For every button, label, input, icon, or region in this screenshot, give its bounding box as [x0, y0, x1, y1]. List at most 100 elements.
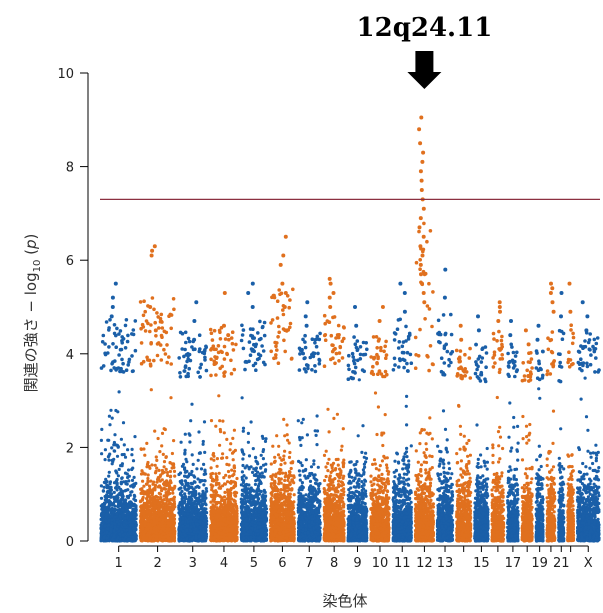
data-point-chr3-3958 [200, 513, 204, 517]
data-point-chr1-568 [107, 458, 111, 462]
data-point-chr2-2820 [172, 533, 176, 537]
data-point-chr2-2519 [148, 487, 152, 491]
data-point-chr2-2902 [169, 362, 173, 366]
data-point-chr1-1395 [132, 508, 136, 512]
data-point-chr3-3966 [203, 468, 207, 472]
data-point-chr2-1847 [145, 441, 149, 445]
data-point-chr1-576 [107, 414, 111, 418]
data-point-chr3-4016 [203, 479, 207, 483]
data-point-chr1-1243 [120, 476, 124, 480]
data-point-chr1-1060 [116, 474, 120, 478]
data-point-chr1-1391 [122, 538, 126, 542]
data-point-chr1-1445 [124, 368, 129, 373]
data-point-chr3-3019 [198, 480, 202, 484]
data-point-chr3-3842 [186, 497, 191, 501]
data-point-chr3-4024 [182, 538, 186, 542]
data-point-chr2-2369 [164, 455, 168, 459]
data-point-chr1-1247 [100, 514, 104, 518]
data-point-chr4-4708 [233, 503, 237, 507]
data-point-chr1-596 [101, 489, 105, 493]
data-point-chr1-1369 [107, 532, 112, 536]
data-point-chr3-4080 [187, 366, 191, 371]
data-point-chr3-3417 [197, 430, 201, 434]
data-point-chr3-4051 [181, 529, 185, 534]
data-point-chr2-2817 [143, 529, 147, 534]
data-point-chr3-3644 [202, 462, 206, 466]
data-point-chr1-1475 [107, 345, 111, 349]
data-point-chr3-4046 [194, 534, 198, 538]
data-point-chr2-2838 [141, 535, 145, 539]
data-point-chr2-2846 [153, 534, 157, 538]
data-point-chr2-2263 [170, 451, 174, 456]
data-point-chr2-2343 [158, 450, 162, 454]
data-point-chr3-3888 [197, 485, 201, 489]
data-point-chr3-3636 [193, 480, 197, 484]
data-point-chr3-4099 [184, 340, 188, 345]
data-point-chr3-4040 [186, 504, 190, 508]
data-point-chr4-4709 [232, 469, 237, 473]
data-point-chr2-2556 [146, 494, 150, 498]
data-point-chr3-3791 [185, 469, 189, 473]
data-point-chr2-2465 [161, 452, 165, 456]
data-point-chr3-4084 [183, 330, 188, 335]
data-point-chr1-1457 [101, 333, 106, 338]
data-point-chr2-2793 [158, 492, 163, 496]
data-point-chr2-2742 [170, 513, 174, 517]
data-point-chr2-2792 [156, 485, 160, 489]
data-point-chr2-2526 [149, 520, 153, 524]
data-point-chr1-1344 [104, 519, 108, 523]
data-point-chr2-2831 [172, 536, 176, 540]
data-point-chr1-1294 [102, 485, 106, 489]
data-point-chr2-2759 [148, 510, 152, 514]
data-point-chr2-1484 [169, 396, 173, 400]
data-point-chr1-1347 [122, 452, 126, 457]
data-point-chr2-2860 [167, 487, 171, 491]
data-point-chr1-1456 [108, 318, 112, 322]
data-point-chr1-1442 [112, 366, 116, 370]
data-point-chr1-231 [117, 467, 121, 471]
data-point-chr3-4096 [186, 336, 191, 341]
data-point-chr2-2633 [143, 524, 147, 528]
data-point-chr3-4079 [184, 353, 189, 357]
data-point-chr3-4043 [190, 514, 194, 518]
data-point-chr2-2895 [142, 299, 146, 304]
data-point-chr3-3539 [179, 486, 183, 490]
data-point-chr1-819 [112, 481, 117, 485]
data-point-chr1-877 [110, 446, 114, 450]
data-point-chr4-4119 [221, 419, 225, 423]
data-point-chr1-1378 [111, 510, 115, 514]
data-point-chr1-1373 [126, 448, 130, 452]
data-point-chr2-2922 [139, 341, 144, 345]
data-point-chr3-3935 [194, 496, 198, 500]
top-hit-chr3-1 [192, 319, 197, 323]
data-point-chr2-2832 [149, 529, 153, 533]
data-point-chr1-504 [99, 523, 103, 527]
data-point-chr3-3732 [199, 498, 204, 503]
data-point-chr2-2566 [150, 507, 154, 511]
data-point-chr2-2822 [146, 522, 150, 527]
data-point-chr2-2455 [142, 484, 146, 488]
data-point-chr3-3582 [180, 464, 184, 468]
data-point-chr2-2885 [172, 307, 176, 312]
data-point-chr1-1048 [125, 516, 129, 520]
data-point-chr2-2726 [171, 525, 176, 529]
top-hit-chr1-1 [110, 295, 115, 300]
data-point-chr3-3305 [179, 440, 183, 444]
data-point-chr4-4843 [231, 486, 236, 490]
data-point-chr2-2848 [152, 513, 156, 517]
top-hit-chr2-3 [148, 305, 153, 309]
data-point-chr2-2684 [162, 460, 167, 464]
data-point-chr1-1014 [112, 443, 116, 447]
data-point-chr1-1432 [104, 320, 109, 324]
data-point-chr1-28 [126, 468, 131, 472]
data-point-chr3-3946 [201, 508, 205, 512]
data-point-chr3-3153 [202, 420, 207, 424]
data-point-chr2-2266 [165, 479, 169, 483]
data-point-chr1-335 [123, 489, 127, 493]
data-point-chr3-4045 [188, 507, 192, 511]
data-point-chr2-2797 [138, 500, 143, 504]
data-point-chr4-4243 [214, 424, 218, 428]
data-point-chr1-896 [120, 489, 124, 493]
data-point-chr3-4102 [186, 371, 190, 376]
data-point-chr2-2433 [149, 479, 153, 483]
